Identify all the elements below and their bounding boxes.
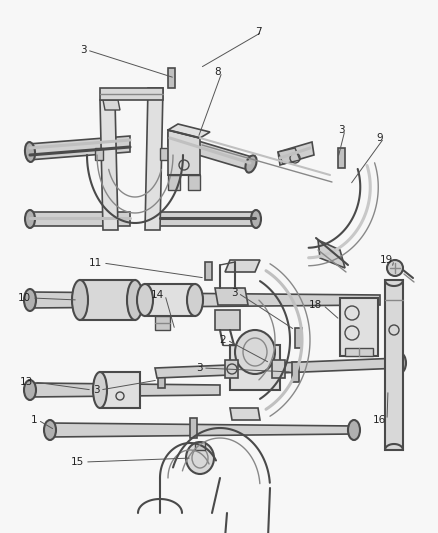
- Polygon shape: [272, 360, 285, 378]
- Polygon shape: [50, 423, 355, 437]
- Text: 9: 9: [377, 133, 383, 143]
- Polygon shape: [100, 100, 118, 230]
- Ellipse shape: [93, 372, 107, 408]
- Ellipse shape: [127, 280, 143, 320]
- Text: 3: 3: [338, 125, 344, 135]
- Polygon shape: [80, 280, 135, 320]
- Text: 11: 11: [88, 258, 102, 268]
- Text: 3: 3: [231, 288, 237, 298]
- Polygon shape: [145, 88, 163, 230]
- Text: 15: 15: [71, 457, 84, 467]
- Polygon shape: [215, 288, 248, 305]
- Text: 10: 10: [18, 293, 31, 303]
- Polygon shape: [160, 148, 168, 160]
- Polygon shape: [188, 175, 200, 190]
- Ellipse shape: [25, 210, 35, 228]
- Ellipse shape: [251, 210, 261, 228]
- Ellipse shape: [394, 353, 406, 373]
- Polygon shape: [30, 292, 380, 308]
- Polygon shape: [28, 136, 130, 160]
- Text: 3: 3: [196, 363, 202, 373]
- Ellipse shape: [387, 260, 403, 276]
- Polygon shape: [385, 280, 403, 450]
- Ellipse shape: [25, 142, 35, 162]
- Polygon shape: [318, 240, 345, 268]
- Text: 8: 8: [215, 67, 221, 77]
- Polygon shape: [30, 383, 220, 397]
- Polygon shape: [155, 358, 402, 378]
- Polygon shape: [155, 316, 170, 330]
- Polygon shape: [168, 124, 210, 138]
- Text: 7: 7: [254, 27, 261, 37]
- Polygon shape: [158, 212, 256, 226]
- Polygon shape: [168, 175, 180, 190]
- Polygon shape: [338, 148, 345, 168]
- Polygon shape: [28, 212, 130, 226]
- Polygon shape: [190, 418, 197, 438]
- Polygon shape: [103, 100, 120, 110]
- Ellipse shape: [72, 280, 88, 320]
- Polygon shape: [292, 362, 299, 382]
- Polygon shape: [345, 348, 373, 356]
- Polygon shape: [340, 298, 378, 356]
- Text: 2: 2: [220, 335, 226, 345]
- Polygon shape: [168, 130, 200, 175]
- Ellipse shape: [186, 442, 214, 474]
- Polygon shape: [230, 345, 280, 390]
- Polygon shape: [225, 360, 238, 378]
- Polygon shape: [230, 408, 260, 420]
- Polygon shape: [100, 372, 140, 408]
- Text: 14: 14: [150, 290, 164, 300]
- Ellipse shape: [235, 330, 275, 374]
- Polygon shape: [145, 284, 195, 316]
- Ellipse shape: [24, 380, 36, 400]
- Text: 16: 16: [372, 415, 385, 425]
- Text: 18: 18: [308, 300, 321, 310]
- Text: 1: 1: [31, 415, 37, 425]
- Ellipse shape: [245, 156, 257, 173]
- Polygon shape: [278, 142, 314, 165]
- Ellipse shape: [137, 284, 153, 316]
- Text: 13: 13: [19, 377, 32, 387]
- Polygon shape: [195, 442, 205, 450]
- Text: 3: 3: [93, 385, 99, 395]
- Polygon shape: [205, 262, 212, 280]
- Polygon shape: [168, 132, 252, 171]
- Text: 3: 3: [80, 45, 86, 55]
- Polygon shape: [215, 310, 240, 330]
- Text: 19: 19: [379, 255, 392, 265]
- Polygon shape: [295, 328, 302, 348]
- Ellipse shape: [24, 289, 36, 311]
- Ellipse shape: [187, 284, 203, 316]
- Polygon shape: [95, 148, 103, 160]
- Polygon shape: [225, 260, 260, 272]
- Polygon shape: [158, 372, 165, 388]
- Polygon shape: [168, 68, 175, 88]
- Ellipse shape: [348, 420, 360, 440]
- Ellipse shape: [44, 420, 56, 440]
- Polygon shape: [100, 88, 163, 100]
- Polygon shape: [278, 148, 300, 164]
